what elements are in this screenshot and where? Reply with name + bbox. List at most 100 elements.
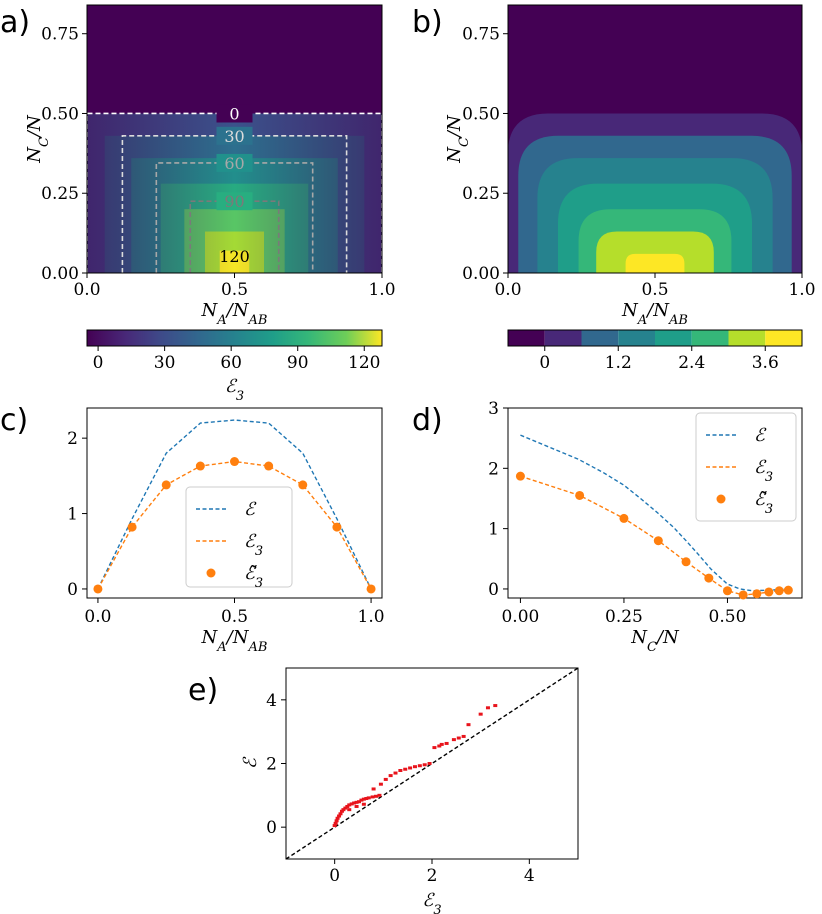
y-tick-label-d: 1 xyxy=(488,520,499,540)
x-tick-label-e: 0 xyxy=(329,866,340,886)
legend-entry-d: ℰ̃3 xyxy=(754,489,773,517)
line-chart-c: 0.0 0.5 1.0 0 1 2 NA/NAB ℰ ℰ3 ℰ̃3 xyxy=(67,407,385,655)
x-tick-label-a: 0.5 xyxy=(221,280,248,300)
scatter-e-field xyxy=(286,668,578,859)
y-tick-label-d: 3 xyxy=(488,399,499,419)
colorbar-segment-b xyxy=(581,330,619,346)
x-tick-label-c: 0.5 xyxy=(221,607,248,627)
legend-entry-c: ℰ3 xyxy=(244,531,263,559)
data-point-d xyxy=(575,490,585,500)
y-axis-label-a: NC/N xyxy=(24,114,52,164)
colorbar-tick-label-b: 1.2 xyxy=(605,353,632,373)
data-point-c xyxy=(127,522,137,532)
colorbar-segment-b xyxy=(728,330,766,346)
data-point-e xyxy=(378,782,383,786)
panel-label-e: e) xyxy=(188,673,218,708)
contour-label-bg xyxy=(216,153,253,172)
x-axis-label-c: NA/NAB xyxy=(201,627,268,655)
y-tick-label-d: 0 xyxy=(488,580,499,600)
legend-entry-c: ℰ xyxy=(244,499,257,520)
data-point-d xyxy=(774,586,784,596)
data-point-e xyxy=(349,802,354,806)
data-point-e xyxy=(478,712,483,716)
colorbar-segment-b xyxy=(544,330,582,346)
y-tick-label-a: 0.50 xyxy=(41,104,79,124)
data-point-d xyxy=(515,471,525,481)
data-point-e xyxy=(466,723,471,727)
heatmap-b: 0.0 0.5 1.0 0.00 0.25 0.50 0.75 NA/NAB NC/N 0 1.2 2… xyxy=(444,4,816,373)
contour-band-b xyxy=(596,231,714,273)
x-tick-label-b: 0.5 xyxy=(641,280,668,300)
data-point-e xyxy=(451,738,456,742)
series-line-d-0 xyxy=(520,434,790,592)
data-point-d xyxy=(738,590,748,600)
data-point-e xyxy=(366,796,371,800)
data-point-e xyxy=(403,767,408,771)
data-point-e xyxy=(383,777,388,781)
data-point-c xyxy=(298,480,308,490)
legend-swatch-c xyxy=(206,568,216,578)
panel-label-c: c) xyxy=(0,403,28,438)
panel-label-b: b) xyxy=(412,5,443,40)
colorbar-tick-label-a: 90 xyxy=(287,353,309,373)
data-point-d xyxy=(722,586,732,596)
x-tick-label-d: 0.25 xyxy=(605,607,643,627)
colorbar-tick-label-a: 60 xyxy=(220,353,242,373)
data-point-e xyxy=(377,793,382,797)
x-tick-label-e: 2 xyxy=(427,866,438,886)
data-point-e xyxy=(359,798,364,802)
data-point-d xyxy=(783,585,793,595)
panel-label-d: d) xyxy=(412,403,443,438)
data-point-c xyxy=(93,584,103,594)
data-point-c xyxy=(366,584,376,594)
data-point-e xyxy=(388,774,393,778)
colorbar-tick-label-b: 2.4 xyxy=(678,353,705,373)
data-point-e xyxy=(357,800,361,804)
data-point-c xyxy=(161,480,171,490)
x-axis-label-d: NC/N xyxy=(630,627,680,655)
legend-entry-d: ℰ xyxy=(754,425,767,446)
data-point-e xyxy=(341,808,346,812)
heatmap-a-field xyxy=(87,5,382,273)
colorbar-segment-b xyxy=(655,330,692,346)
data-point-e xyxy=(337,814,342,818)
data-point-e xyxy=(347,808,352,812)
line-chart-d: 0.00 0.25 0.50 0 1 2 3 NC/N ℰ ℰ3 ℰ̃3 xyxy=(488,399,803,655)
colorbar-tick-label-a: 0 xyxy=(93,353,104,373)
y-tick-label-b: 0.75 xyxy=(462,25,500,45)
data-point-e xyxy=(432,746,437,750)
data-point-e xyxy=(422,763,427,767)
data-point-e xyxy=(332,824,337,828)
contour-label-bg xyxy=(216,104,253,123)
contour-label-0: 0 xyxy=(229,104,239,123)
data-point-e xyxy=(343,806,348,810)
data-point-e xyxy=(427,762,432,765)
y-tick-label-c: 2 xyxy=(67,429,78,449)
x-axis-label-a: NA/NAB xyxy=(201,300,268,328)
legend-swatch-d xyxy=(716,494,726,504)
contour-label-120: 120 xyxy=(219,247,250,266)
data-point-e xyxy=(334,819,339,823)
data-point-e xyxy=(352,801,357,805)
y-tick-label-e: 2 xyxy=(266,755,277,775)
y-tick-label-b: 0.50 xyxy=(462,104,500,124)
colorbar-segment-b xyxy=(691,330,729,346)
y-tick-label-e: 4 xyxy=(266,691,277,711)
legend-entry-d: ℰ3 xyxy=(754,457,773,485)
data-point-e xyxy=(347,803,352,807)
data-point-e xyxy=(393,771,398,775)
y-tick-label-e: 0 xyxy=(266,818,277,838)
legend-d xyxy=(695,412,797,522)
x-axis-label-b: NA/NAB xyxy=(621,300,688,328)
legend-c xyxy=(185,486,293,588)
data-point-d xyxy=(764,587,774,597)
data-point-e xyxy=(493,704,498,708)
y-tick-label-c: 0 xyxy=(67,580,78,600)
data-point-e xyxy=(354,804,359,808)
data-point-e xyxy=(354,800,359,804)
y-tick-label-b: 0.25 xyxy=(462,184,500,204)
legend-entry-c: ℰ̃3 xyxy=(244,563,263,591)
x-axis-label-e: ℰ3 xyxy=(422,890,441,914)
data-point-e xyxy=(456,736,461,740)
y-axis-label-b: NC/N xyxy=(444,114,472,164)
